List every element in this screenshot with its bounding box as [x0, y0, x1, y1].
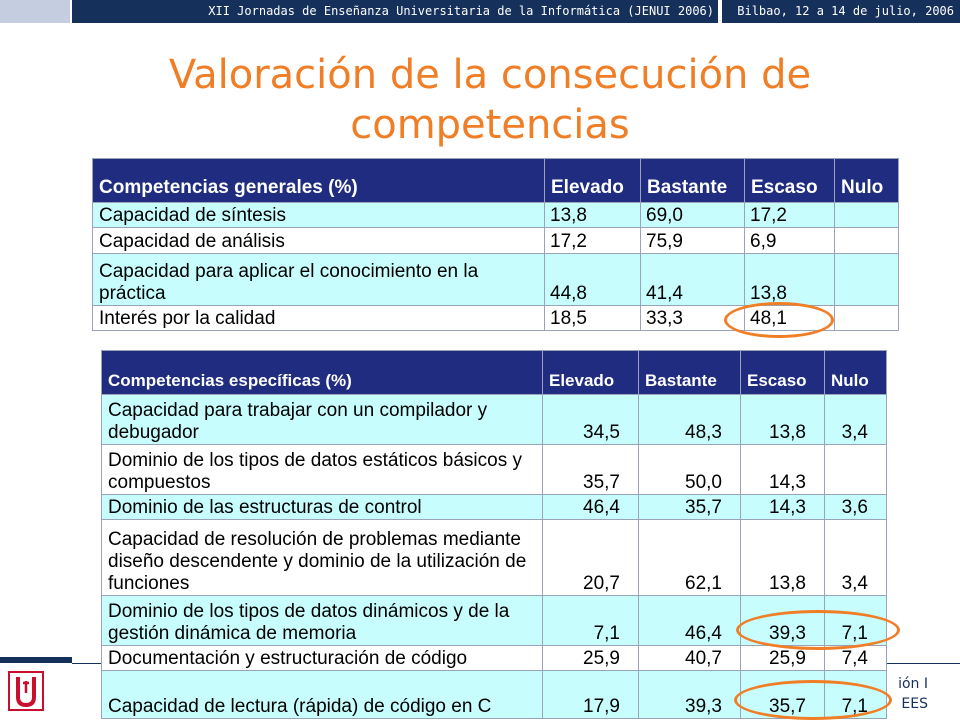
cell-bastante: 75,9: [640, 227, 745, 254]
cell-elevado: 20,7: [542, 519, 639, 596]
cell-bastante: 46,4: [638, 595, 741, 646]
cell-nulo: [834, 227, 899, 254]
cell-elevado: 18,5: [544, 305, 641, 331]
slide-title-line-2: competencias: [350, 102, 630, 148]
cell-escaso: 17,2: [744, 202, 835, 228]
cell-elevado: 17,2: [544, 227, 641, 254]
cell-elevado: 34,5: [542, 394, 639, 445]
column-header: Nulo: [824, 350, 887, 395]
university-logo: [8, 671, 44, 711]
column-header: Competencias específicas (%): [101, 350, 543, 395]
row-label: Capacidad de lectura (rápida) de código …: [101, 670, 543, 719]
cell-nulo: 3,4: [824, 394, 887, 445]
row-label: Capacidad de síntesis: [92, 202, 545, 228]
cell-elevado: 44,8: [544, 253, 641, 306]
cell-nulo: [834, 202, 899, 228]
general-competences-table: Competencias generales (%) Elevado Basta…: [92, 158, 899, 331]
place-date: Bilbao, 12 a 14 de julio, 2006: [737, 4, 954, 18]
cell-nulo: 3,6: [824, 494, 887, 520]
cell-escaso: 14,3: [740, 444, 825, 495]
cell-escaso: 6,9: [744, 227, 835, 254]
cell-elevado: 46,4: [542, 494, 639, 520]
cell-escaso: 13,8: [740, 519, 825, 596]
column-header: Escaso: [740, 350, 825, 395]
footer-text-line-2: EES: [901, 696, 928, 712]
header-bar-segment: [0, 0, 70, 23]
row-label: Dominio de las estructuras de control: [101, 494, 543, 520]
column-header: Nulo: [834, 158, 899, 203]
cell-bastante: 48,3: [638, 394, 741, 445]
cell-bastante: 41,4: [640, 253, 745, 306]
table-row: Capacidad para aplicar el conocimiento e…: [92, 253, 899, 306]
table-header-row: Competencias específicas (%) Elevado Bas…: [101, 350, 887, 395]
cell-nulo: [834, 305, 899, 331]
table-row: Capacidad de síntesis 13,8 69,0 17,2: [92, 202, 899, 228]
highlight-circle: [734, 680, 892, 720]
footer-text: ión I EES: [868, 674, 928, 714]
cell-elevado: 13,8: [544, 202, 641, 228]
cell-elevado: 7,1: [542, 595, 639, 646]
row-label: Capacidad de resolución de problemas med…: [101, 519, 543, 596]
table-row: Capacidad para trabajar con un compilado…: [101, 394, 887, 445]
cell-bastante: 39,3: [638, 670, 741, 719]
table-row: Capacidad de análisis 17,2 75,9 6,9: [92, 227, 899, 254]
table-row: Capacidad de resolución de problemas med…: [101, 519, 887, 596]
table-header-row: Competencias generales (%) Elevado Basta…: [92, 158, 899, 203]
cell-escaso: 14,3: [740, 494, 825, 520]
cell-nulo: [824, 444, 887, 495]
cell-nulo: [834, 253, 899, 306]
table-row: Dominio de las estructuras de control 46…: [101, 494, 887, 520]
cell-bastante: 69,0: [640, 202, 745, 228]
row-label: Documentación y estructuración de código: [101, 645, 543, 671]
cell-elevado: 25,9: [542, 645, 639, 671]
table-row: Documentación y estructuración de código…: [101, 645, 887, 671]
cell-bastante: 40,7: [638, 645, 741, 671]
highlight-circle: [736, 610, 900, 650]
conference-name: XII Jornadas de Enseñanza Universitaria …: [208, 4, 714, 18]
specific-competences-table: Competencias específicas (%) Elevado Bas…: [101, 350, 887, 719]
row-label: Capacidad para trabajar con un compilado…: [101, 394, 543, 445]
header-bar-segment: [72, 0, 718, 23]
cell-elevado: 35,7: [542, 444, 639, 495]
table-row: Dominio de los tipos de datos estáticos …: [101, 444, 887, 495]
column-header: Elevado: [544, 158, 641, 203]
row-label: Interés por la calidad: [92, 305, 545, 331]
cell-elevado: 17,9: [542, 670, 639, 719]
column-header: Escaso: [744, 158, 835, 203]
table-row: Dominio de los tipos de datos dinámicos …: [101, 595, 887, 646]
university-logo-mark: [16, 677, 36, 708]
cell-nulo: 7,4: [824, 645, 887, 671]
row-label: Capacidad de análisis: [92, 227, 545, 254]
column-header: Bastante: [638, 350, 741, 395]
footer-bar: [0, 657, 72, 663]
column-header: Bastante: [640, 158, 745, 203]
cell-bastante: 35,7: [638, 494, 741, 520]
highlight-circle: [724, 302, 834, 338]
column-header: Competencias generales (%): [92, 158, 545, 203]
cell-escaso: 13,8: [740, 394, 825, 445]
row-label: Dominio de los tipos de datos dinámicos …: [101, 595, 543, 646]
cell-escaso: 13,8: [744, 253, 835, 306]
column-header: Elevado: [542, 350, 639, 395]
header-bar: XII Jornadas de Enseñanza Universitaria …: [0, 0, 960, 23]
slide-title-line-1: Valoración de la consecución de: [168, 52, 812, 98]
row-label: Capacidad para aplicar el conocimiento e…: [92, 253, 545, 306]
header-bar-segment: [722, 0, 960, 23]
row-label: Dominio de los tipos de datos estáticos …: [101, 444, 543, 495]
footer-text-line-1: ión I: [898, 676, 928, 692]
cell-nulo: 3,4: [824, 519, 887, 596]
cell-bastante: 62,1: [638, 519, 741, 596]
cell-bastante: 50,0: [638, 444, 741, 495]
slide-title: Valoración de la consecución de competen…: [90, 50, 890, 150]
